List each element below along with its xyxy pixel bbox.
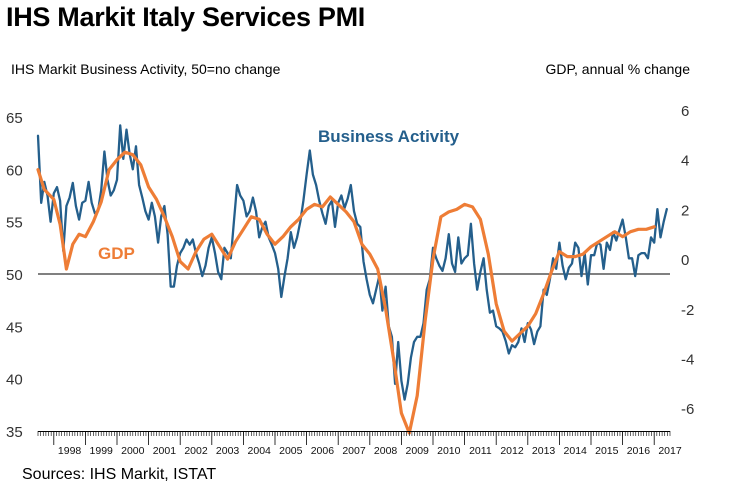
x-axis: 1998 1999 2000 2001 2002 2003 2004 2005 2006 2007… (37, 431, 682, 457)
x-tick-label: 2004 (248, 445, 272, 457)
right-axis-label: GDP, annual % change (545, 61, 690, 77)
x-tick-label: 2006 (311, 445, 335, 457)
x-tick-label: 2015 (595, 445, 619, 457)
business-activity-line (36, 124, 668, 401)
x-tick-label: 2000 (121, 445, 145, 457)
x-tick-label: 2014 (564, 445, 588, 457)
source-note: Sources: IHS Markit, ISTAT (22, 466, 217, 483)
right-tick-label: 6 (681, 103, 689, 120)
business-activity-annotation: Business Activity (318, 127, 460, 146)
series-annotations: Business Activity GDP (98, 127, 460, 263)
left-tick-label: 45 (6, 319, 23, 336)
x-tick-label: 1998 (58, 445, 82, 457)
right-tick-label: -6 (681, 401, 694, 418)
left-axis-ticks: 35 40 45 50 55 60 65 (6, 110, 23, 441)
left-tick-label: 55 (6, 215, 23, 232)
left-tick-label: 40 (6, 372, 23, 389)
x-tick-label: 2007 (342, 445, 366, 457)
gdp-line (36, 150, 656, 435)
plot-area (36, 124, 670, 435)
x-tick-label: 2002 (184, 445, 208, 457)
left-axis-label: IHS Markit Business Activity, 50=no chan… (11, 61, 281, 77)
x-tick-label: 2010 (437, 445, 461, 457)
chart-title: IHS Markit Italy Services PMI (6, 2, 365, 32)
right-tick-label: 0 (681, 252, 689, 269)
x-tick-label: 2005 (279, 445, 303, 457)
left-tick-label: 60 (6, 162, 23, 179)
x-tick-label: 2011 (469, 445, 492, 457)
right-axis-ticks: -6 -4 -2 0 2 4 6 (681, 103, 694, 418)
x-tick-label: 1999 (90, 445, 114, 457)
x-tick-label: 2003 (216, 445, 240, 457)
left-tick-label: 50 (6, 267, 23, 284)
x-tick-label: 2016 (627, 445, 651, 457)
right-tick-label: -4 (681, 351, 694, 368)
gdp-annotation: GDP (98, 244, 135, 263)
left-tick-label: 65 (6, 110, 23, 127)
left-tick-label: 35 (6, 424, 23, 441)
right-tick-label: 4 (681, 153, 689, 170)
x-tick-label: 2012 (500, 445, 524, 457)
right-tick-label: -2 (681, 302, 694, 319)
x-tick-label: 2017 (658, 445, 682, 457)
x-tick-label: 2001 (153, 445, 177, 457)
right-tick-label: 2 (681, 202, 689, 219)
x-tick-label: 2013 (532, 445, 556, 457)
x-tick-label: 2009 (406, 445, 430, 457)
x-tick-label: 2008 (374, 445, 398, 457)
